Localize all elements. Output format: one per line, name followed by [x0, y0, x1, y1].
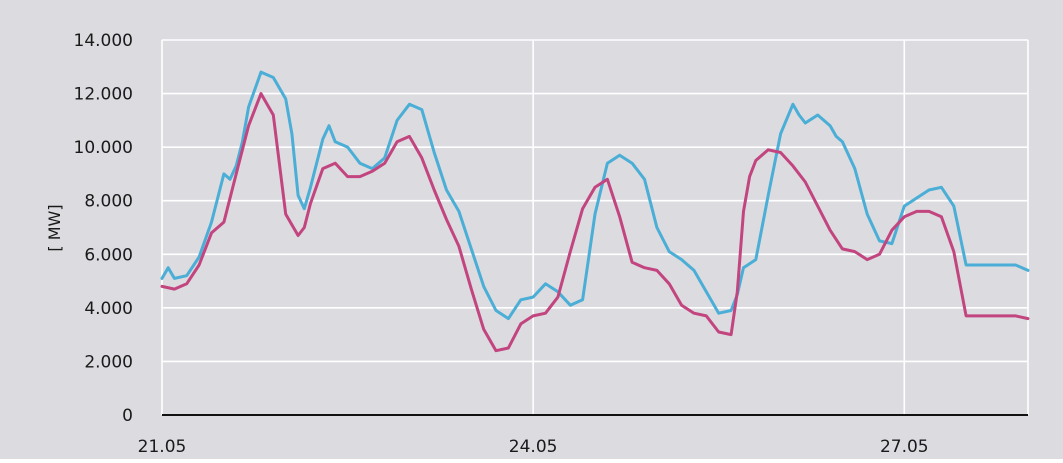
y-tick-label: 14.000 [74, 31, 133, 51]
y-tick-label: 12.000 [74, 85, 133, 105]
series-line-2 [160, 92, 1030, 353]
x-tick-label: 24.05 [509, 437, 558, 457]
x-tick-label: 27.05 [880, 437, 929, 457]
grid-lines [161, 39, 1029, 416]
y-tick-label: 2.000 [84, 352, 133, 372]
axes: 0 2.000 4.000 6.000 8.000 10.000 12.000 14.000 2… [74, 31, 1028, 457]
series-group [160, 70, 1030, 353]
series-line-1 [160, 70, 1030, 321]
y-tick-label: 6.000 [84, 245, 133, 265]
y-tick-label: 8.000 [84, 192, 133, 212]
y-tick-label: 0 [122, 406, 133, 426]
y-tick-label: 10.000 [74, 138, 133, 158]
y-tick-label: 4.000 [84, 299, 133, 319]
y-axis-label: [ MW] [45, 204, 64, 251]
x-tick-label: 21.05 [138, 437, 187, 457]
